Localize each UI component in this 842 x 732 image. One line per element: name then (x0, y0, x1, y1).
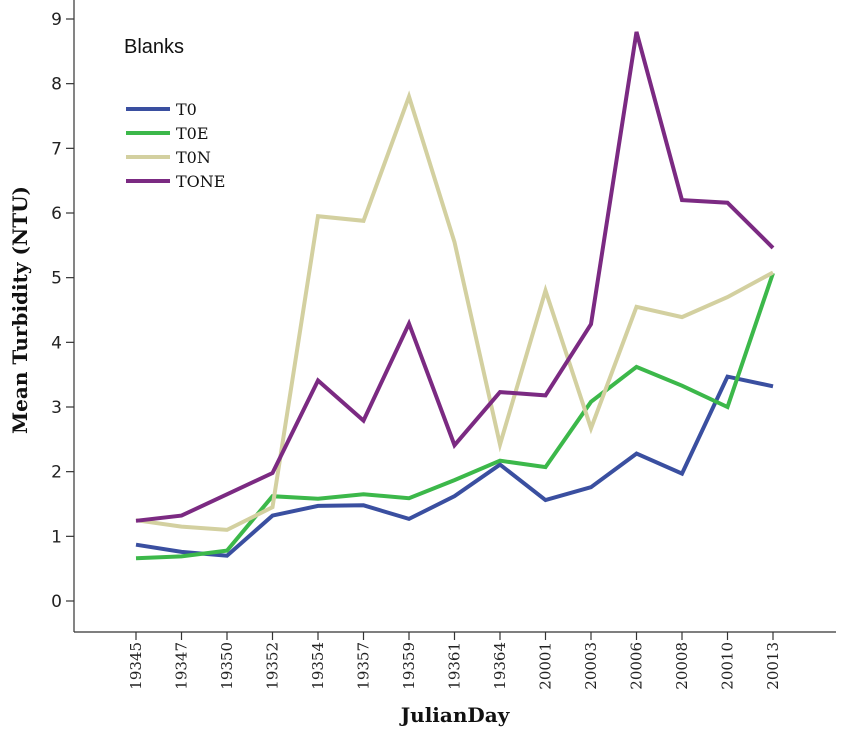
x-tick-label: 20001 (537, 642, 555, 690)
series-line-tone (135, 31, 775, 523)
series-lines (135, 31, 775, 561)
y-tick-label: 6 (51, 204, 62, 224)
x-tick-label: 20008 (673, 642, 691, 690)
y-tick-label: 2 (51, 463, 62, 483)
x-tick-label: 19345 (127, 642, 145, 690)
axes (73, 0, 836, 633)
x-tick-label: 19357 (355, 642, 373, 690)
series-line-t0 (135, 374, 774, 558)
x-tick-label: 20006 (628, 642, 646, 690)
legend-label: T0N (176, 148, 211, 167)
x-tick-label: 20003 (582, 642, 600, 690)
x-tick-label: 19359 (400, 642, 418, 690)
y-tick-label: 7 (51, 139, 62, 159)
x-tick-label: 19364 (491, 642, 509, 690)
legend-label: T0 (176, 100, 197, 119)
x-tick-label: 19361 (446, 642, 464, 690)
x-tick-label: 19347 (173, 642, 191, 690)
y-tick-label: 4 (51, 333, 62, 353)
x-axis-ticks: 19345 19347 19350 19352 19354 19357 19359 19361… (127, 632, 782, 690)
y-tick-label: 5 (51, 269, 62, 289)
y-tick-label: 8 (51, 75, 62, 95)
x-tick-label: 19352 (264, 642, 282, 690)
legend-label: T0E (176, 124, 209, 143)
y-tick-label: 9 (51, 10, 62, 30)
y-axis-ticks: 0 1 2 3 4 5 6 7 8 9 (51, 10, 74, 612)
series-line-t0e (135, 272, 775, 561)
y-tick-label: 1 (51, 527, 62, 547)
legend: T0 T0E T0N TONE (126, 100, 225, 191)
x-axis-title: JulianDay (399, 703, 511, 727)
x-tick-label: 19350 (218, 642, 236, 690)
legend-label: TONE (176, 172, 225, 191)
x-tick-label: 19354 (309, 642, 327, 690)
series-line-t0n (135, 90, 774, 532)
y-tick-label: 3 (51, 398, 62, 418)
y-tick-label: 0 (51, 592, 62, 612)
x-tick-label: 20013 (764, 642, 782, 690)
x-tick-label: 20010 (719, 642, 737, 690)
chart-title: Blanks (124, 36, 184, 58)
y-axis-title: Mean Turbidity (NTU) (8, 186, 32, 434)
